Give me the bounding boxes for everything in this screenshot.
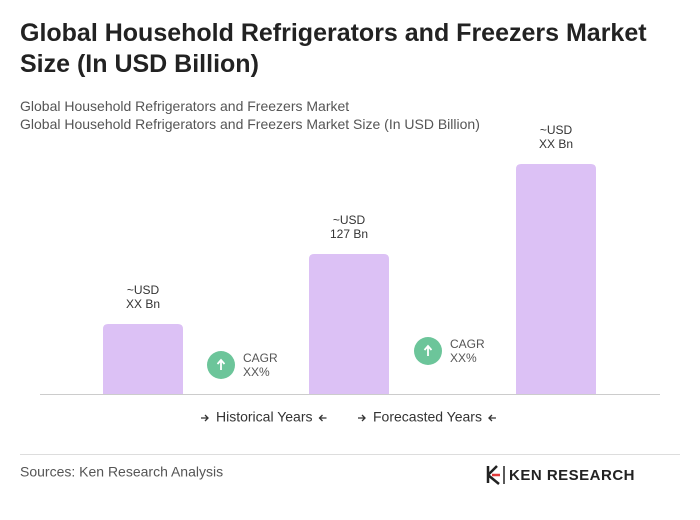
bar [309,254,389,394]
period-arrow [488,414,496,422]
cagr-arrow [216,358,226,370]
cagr-label: XX% [243,365,270,379]
subtitle: Global Household Refrigerators and Freez… [20,116,480,132]
period-arrow [201,414,209,422]
period-arrow [358,414,366,422]
subtitle: Global Household Refrigerators and Freez… [20,98,350,114]
bar [103,324,183,394]
value-label: 127 Bn [330,227,368,241]
logo-icon [486,465,500,485]
value-label: ~USD [540,123,573,137]
value-label: XX Bn [539,137,573,151]
cagr-label: CAGR [450,337,485,351]
value-label: ~USD [333,213,366,227]
logo: KEN RESEARCH [486,465,635,485]
cagr-arrow [423,344,433,356]
period-label: Historical Years [216,409,313,425]
bar [516,164,596,394]
cagr-label: XX% [450,351,477,365]
value-label: XX Bn [126,297,160,311]
period-arrow [318,414,327,422]
value-label: ~USD [127,283,160,297]
chart-title: Global Household Refrigerators and Freez… [20,19,647,78]
period-label: Forecasted Years [373,409,482,425]
source: Sources: Ken Research Analysis [20,464,223,480]
cagr-label: CAGR [243,351,278,365]
brand: KEN RESEARCH [509,467,635,484]
